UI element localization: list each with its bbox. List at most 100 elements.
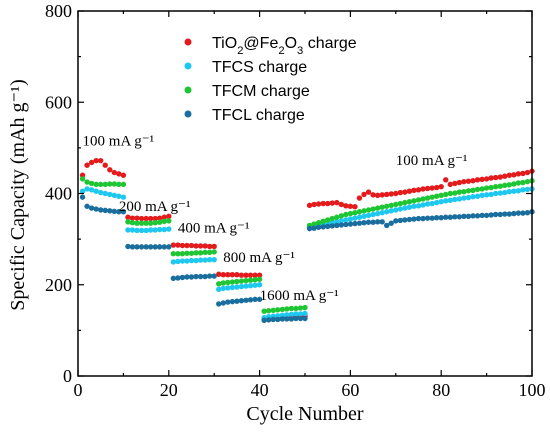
data-point [88,180,95,187]
rate-label: 1600 mA g⁻¹ [260,288,339,304]
x-tick-label: 0 [74,380,83,400]
data-point [157,219,163,225]
data-point [79,194,86,200]
data-point [179,251,186,257]
data-point [497,183,503,189]
data-point [465,194,472,201]
data-point [456,196,463,202]
data-point [370,219,376,225]
data-point [252,296,258,303]
data-point [157,226,163,233]
data-point [424,185,431,192]
data-point [116,181,122,188]
data-point [365,219,372,225]
data-point [170,251,177,257]
data-point [433,193,440,199]
data-point [447,190,453,197]
data-point [179,274,186,281]
data-point [161,214,167,220]
data-point [197,273,204,280]
data-point [356,209,363,215]
data-point [384,191,390,198]
data-point [166,226,172,232]
data-point [379,219,385,225]
data-point [107,208,113,214]
data-point [302,310,308,317]
data-point [497,174,503,180]
data-point [406,216,413,223]
data-point [492,183,499,190]
legend-marker [184,38,192,46]
data-point [511,188,517,194]
data-point [379,192,385,198]
x-tick-label: 20 [160,380,178,400]
data-point [256,296,263,303]
data-point [320,224,326,230]
data-point [452,180,458,187]
data-point [402,205,408,211]
data-point [424,215,431,221]
data-point [470,187,476,194]
data-point [311,225,317,231]
data-point [188,242,195,249]
data-point [147,220,154,226]
data-point [356,195,363,201]
data-point [211,256,217,263]
data-point [111,181,118,187]
data-point [384,222,390,229]
data-point [429,185,435,191]
data-point [265,308,272,314]
rate-label: 400 mA g⁻¹ [178,220,250,236]
legend: TiO2@Fe2O3 charge TFCS charge TFCM charge T… [184,35,357,124]
data-point [411,198,417,204]
data-point [297,315,304,322]
data-point [79,188,86,194]
data-point [306,225,313,232]
legend-marker [184,62,192,70]
data-point [397,189,404,196]
data-point [406,204,413,210]
data-point [420,215,426,222]
data-point [125,219,131,225]
data-point [520,179,526,186]
data-point [488,175,494,181]
data-point [483,176,490,182]
series-3 [79,176,535,314]
data-point [361,191,367,198]
data-point [256,276,263,282]
data-point [88,205,95,211]
data-point [461,195,467,201]
data-point [157,244,163,250]
data-point [247,297,254,303]
data-point [184,242,190,249]
data-point [98,181,104,188]
data-point [170,275,177,282]
data-point [379,209,385,216]
rate-label: 100 mA g⁻¹ [83,134,155,150]
data-point [202,257,208,263]
data-point [470,213,476,219]
data-point [470,178,476,184]
data-point [188,250,195,256]
data-point [343,211,349,218]
x-tick-label: 40 [251,380,269,400]
data-point [329,215,335,222]
data-point [93,181,99,188]
data-point [197,257,204,263]
data-point [216,286,222,293]
data-point [143,244,149,250]
data-point [206,249,213,256]
data-point [111,208,118,214]
data-point [415,215,422,222]
data-point [179,242,186,249]
data-point [365,189,372,195]
data-point [397,206,404,212]
data-point [515,210,522,216]
data-point [284,312,290,318]
data-point [361,208,367,214]
data-point [216,301,222,307]
data-point [193,250,199,256]
data-point [325,217,331,223]
data-point [447,197,453,204]
data-point [406,199,413,205]
